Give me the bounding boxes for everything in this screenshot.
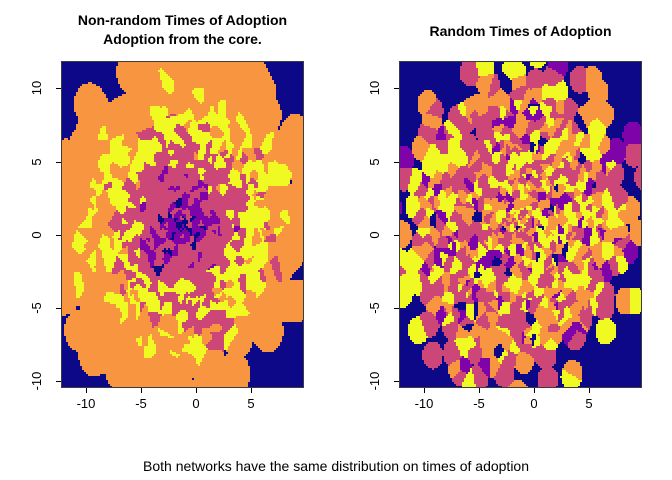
figure-caption: Both networks have the same distribution… [143, 458, 529, 474]
y-axis-tick-label: 0 [367, 231, 382, 239]
left-plot-title-line2: Adoption from the core. [103, 31, 262, 47]
y-axis-tick-label: -10 [29, 371, 44, 391]
y-axis-tick-label: 5 [29, 158, 44, 166]
y-axis-tick-label: -10 [367, 371, 382, 391]
y-axis-tick [394, 162, 399, 163]
y-axis-tick-label: 10 [29, 80, 44, 96]
x-axis-tick-label: 0 [530, 396, 538, 411]
y-axis-tick [56, 162, 61, 163]
x-axis-tick-label: -10 [414, 396, 434, 411]
y-axis-tick [394, 235, 399, 236]
x-axis-tick [86, 388, 87, 393]
right-heatmap-panel: -10 -5 0 5 10 5 0 -5 -10 [367, 61, 642, 411]
x-axis-tick-label: -5 [473, 396, 485, 411]
y-axis-tick-label: 10 [367, 80, 382, 96]
y-axis-tick-label: 0 [29, 231, 44, 239]
right-plot-title-line1: Random Times of Adoption [429, 23, 612, 39]
y-axis-tick [394, 381, 399, 382]
left-plot-title-line1: Non-random Times of Adoption [77, 12, 288, 28]
y-axis-tick-label: -5 [29, 302, 44, 314]
x-axis-tick-label: 0 [192, 396, 200, 411]
y-axis-tick [56, 88, 61, 89]
left-plot-title: Non-random Times of Adoption Adoption fr… [62, 11, 303, 49]
x-axis-tick-label: 5 [585, 396, 593, 411]
y-axis-tick [394, 308, 399, 309]
y-axis-tick [56, 308, 61, 309]
y-axis-tick [394, 88, 399, 89]
right-heatmap-canvas [400, 62, 641, 387]
y-axis-tick [56, 381, 61, 382]
x-axis-tick [479, 388, 480, 393]
x-axis-tick-label: -10 [76, 396, 96, 411]
x-axis-tick [141, 388, 142, 393]
right-plot-title: Random Times of Adoption [400, 22, 641, 41]
y-axis-tick-label: 5 [367, 158, 382, 166]
x-axis-tick [589, 388, 590, 393]
x-axis-tick [424, 388, 425, 393]
x-axis-tick-label: 5 [247, 396, 255, 411]
x-axis-tick [196, 388, 197, 393]
y-axis-tick-label: -5 [367, 302, 382, 314]
x-axis-tick-label: -5 [135, 396, 147, 411]
left-heatmap-panel: -10 -5 0 5 10 5 0 -5 -10 [29, 61, 304, 411]
x-axis-tick [251, 388, 252, 393]
left-heatmap-canvas [62, 62, 303, 387]
y-axis-tick [56, 235, 61, 236]
x-axis-tick [534, 388, 535, 393]
